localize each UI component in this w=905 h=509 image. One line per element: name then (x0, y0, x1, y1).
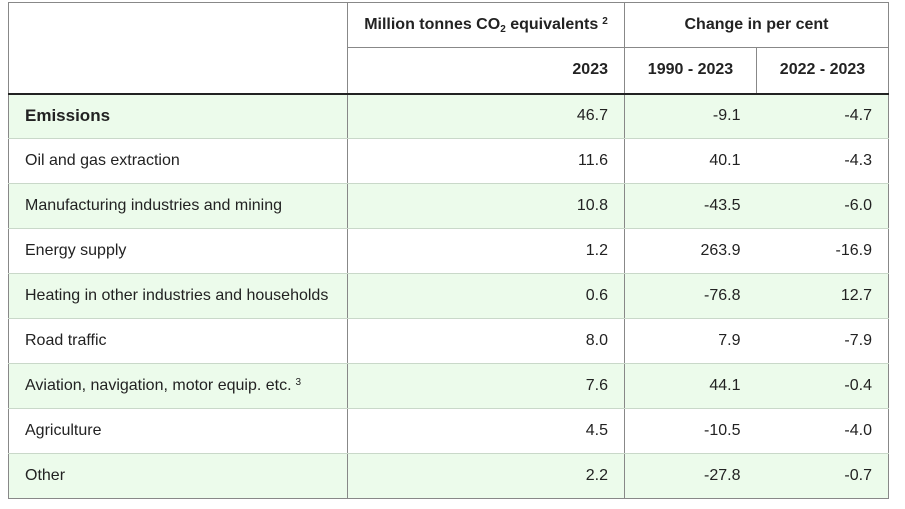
row-label-text: Agriculture (25, 422, 102, 439)
row-change-2022-2023: -4.0 (756, 408, 889, 454)
row-change-1990-2023-text: 44.1 (709, 377, 741, 394)
row-change-1990-2023-text: -43.5 (704, 197, 741, 214)
row-footnote: 3 (295, 377, 302, 388)
row-value-2023-text: 10.8 (576, 197, 608, 214)
row-change-1990-2023: -43.5 (624, 183, 757, 229)
row-change-1990-2023: 7.9 (624, 318, 757, 364)
row-label-text: Manufacturing industries and mining (25, 197, 283, 214)
row-change-2022-2023: -6.0 (756, 183, 889, 229)
row-change-2022-2023: -7.9 (756, 318, 889, 364)
row-value-2023: 46.7 (347, 93, 625, 139)
emissions-table: Million tonnes CO2 equivalents 2 Change i… (8, 2, 889, 499)
header-value-post: equivalents (505, 15, 599, 33)
row-value-2023-text: 1.2 (585, 242, 608, 259)
row-label: Other (8, 453, 348, 499)
row-change-1990-2023: -27.8 (624, 453, 757, 499)
row-change-1990-2023-text: -27.8 (704, 467, 741, 484)
row-change-1990-2023-text: 40.1 (709, 152, 741, 169)
row-change-2022-2023: -0.7 (756, 453, 889, 499)
row-value-2023-text: 8.0 (585, 332, 608, 349)
header-blank-cell (8, 2, 348, 95)
row-label-text: Other (25, 467, 66, 484)
row-change-1990-2023-text: 7.9 (718, 332, 741, 349)
row-value-2023-text: 7.6 (585, 377, 608, 394)
row-change-2022-2023: 12.7 (756, 273, 889, 319)
row-value-2023-text: 0.6 (585, 287, 608, 304)
row-label-text: Heating in other industries and househol… (25, 287, 329, 304)
table-row: Road traffic 8.0 7.9 -7.9 (8, 318, 889, 364)
table-row: Oil and gas extraction 11.6 40.1 -4.3 (8, 138, 889, 184)
row-change-2022-2023: -4.7 (756, 93, 889, 139)
row-change-1990-2023-text: -76.8 (704, 287, 741, 304)
table-header: Million tonnes CO2 equivalents 2 Change i… (8, 2, 889, 95)
row-label: Oil and gas extraction (8, 138, 348, 184)
row-change-1990-2023: 44.1 (624, 363, 757, 409)
table-row: Other 2.2 -27.8 -0.7 (8, 453, 889, 499)
header-value-subscript: 2 (500, 23, 506, 35)
row-change-2022-2023: -4.3 (756, 138, 889, 184)
row-value-2023-text: 2.2 (585, 467, 608, 484)
row-change-2022-2023-text: -4.0 (844, 422, 872, 439)
row-value-2023-text: 4.5 (585, 422, 608, 439)
row-change-2022-2023-text: -4.3 (844, 152, 872, 169)
header-change-1990: 1990 - 2023 (624, 47, 757, 95)
row-change-1990-2023-text: -10.5 (704, 422, 741, 439)
row-label-text: Aviation, navigation, motor equip. etc. (25, 377, 292, 394)
row-value-2023: 0.6 (347, 273, 625, 319)
row-change-2022-2023-text: -7.9 (844, 332, 872, 349)
row-change-2022-2023: -0.4 (756, 363, 889, 409)
header-value-column: Million tonnes CO2 equivalents 2 (347, 2, 625, 48)
row-label: Road traffic (8, 318, 348, 364)
table-row: Energy supply 1.2 263.9 -16.9 (8, 228, 889, 274)
row-value-2023: 1.2 (347, 228, 625, 274)
row-change-1990-2023-text: 263.9 (700, 242, 741, 259)
row-change-2022-2023: -16.9 (756, 228, 889, 274)
row-change-1990-2023: 40.1 (624, 138, 757, 184)
header-change-column: Change in per cent (624, 2, 889, 48)
row-value-2023-text: 46.7 (576, 107, 608, 125)
row-label: Agriculture (8, 408, 348, 454)
table-body: Emissions 46.7 -9.1 -4.7 Oil and gas extract… (8, 93, 889, 499)
table-row: Manufacturing industries and mining 10.8 -… (8, 183, 889, 229)
header-row-2: 2023 1990 - 2023 2022 - 2023 (9, 47, 889, 95)
row-label: Heating in other industries and househol… (8, 273, 348, 319)
table-row: Aviation, navigation, motor equip. etc. 3… (8, 363, 889, 409)
row-value-2023: 11.6 (347, 138, 625, 184)
table-row: Emissions 46.7 -9.1 -4.7 (8, 93, 889, 139)
row-value-2023: 4.5 (347, 408, 625, 454)
row-label: Emissions (8, 93, 348, 139)
row-label-text: Oil and gas extraction (25, 152, 180, 169)
row-value-2023: 7.6 (347, 363, 625, 409)
row-label-text: Road traffic (25, 332, 107, 349)
row-value-2023: 10.8 (347, 183, 625, 229)
row-change-1990-2023: -76.8 (624, 273, 757, 319)
row-change-2022-2023-text: -6.0 (844, 197, 872, 214)
row-value-2023: 8.0 (347, 318, 625, 364)
header-value-footnote: 2 (602, 15, 608, 27)
row-change-2022-2023-text: 12.7 (840, 287, 872, 304)
header-year: 2023 (347, 47, 625, 95)
row-change-2022-2023-text: -0.7 (844, 467, 872, 484)
header-row-1: Million tonnes CO2 equivalents 2 Change i… (8, 2, 889, 95)
row-value-2023: 2.2 (347, 453, 625, 499)
row-label: Aviation, navigation, motor equip. etc. 3 (8, 363, 348, 409)
row-change-1990-2023: 263.9 (624, 228, 757, 274)
header-value-pre: Million tonnes CO (364, 15, 501, 33)
table-row: Heating in other industries and househol… (8, 273, 889, 319)
row-change-1990-2023: -9.1 (624, 93, 757, 139)
row-change-2022-2023-text: -0.4 (844, 377, 872, 394)
row-label: Energy supply (8, 228, 348, 274)
header-change-2022: 2022 - 2023 (756, 47, 889, 95)
row-label-text: Energy supply (25, 242, 127, 259)
row-change-2022-2023-text: -4.7 (844, 107, 872, 125)
table-row: Agriculture 4.5 -10.5 -4.0 (8, 408, 889, 454)
row-change-1990-2023: -10.5 (624, 408, 757, 454)
row-label-text: Emissions (25, 106, 111, 126)
row-value-2023-text: 11.6 (578, 152, 608, 169)
row-label: Manufacturing industries and mining (8, 183, 348, 229)
row-change-2022-2023-text: -16.9 (835, 242, 872, 259)
row-change-1990-2023-text: -9.1 (712, 107, 741, 125)
